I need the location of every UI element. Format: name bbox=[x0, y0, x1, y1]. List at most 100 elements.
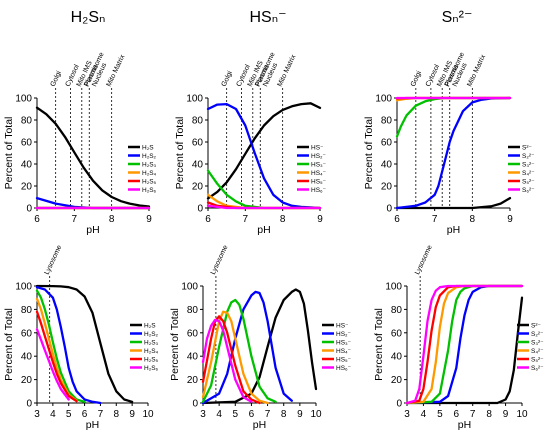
series-line bbox=[201, 298, 277, 403]
y-tick-label: 80 bbox=[21, 116, 33, 127]
y-tick-label: 20 bbox=[391, 375, 403, 386]
x-axis-label: pH bbox=[86, 224, 99, 236]
x-tick-label: 6 bbox=[82, 409, 88, 420]
annotation-label: Golgi bbox=[221, 70, 234, 88]
chart-bot-h2sn: 0 20 40 60 80 100 3 4 5 6 7 8 9 10 pH Percent of Total L… bbox=[3, 244, 159, 430]
annotation-label: Lysosome bbox=[210, 244, 230, 276]
legend-label: H₂S₂ bbox=[144, 331, 159, 338]
chart-bot-sn: 0 20 40 60 80 100 3 4 5 6 7 8 9 10 pH Percent of Total L… bbox=[373, 244, 544, 430]
series-line bbox=[201, 310, 269, 405]
legend-label: S₂²⁻ bbox=[531, 331, 543, 338]
legend-label: HS₆⁻ bbox=[336, 365, 351, 372]
legend-label: S²⁻ bbox=[531, 323, 541, 330]
legend-label: H₂S₄ bbox=[144, 348, 159, 355]
x-tick-label: 5 bbox=[437, 409, 443, 420]
legend-label: HS₃⁻ bbox=[311, 162, 326, 169]
annotation-label: Mito Matrix bbox=[106, 53, 127, 87]
x-tick-label: 6 bbox=[249, 409, 255, 420]
y-axis-label: Percent of Total bbox=[174, 117, 186, 190]
x-tick-label: 4 bbox=[50, 409, 56, 420]
legend-label: H₂S₅ bbox=[142, 179, 157, 186]
legend-label: HS₂⁻ bbox=[336, 331, 351, 338]
y-tick-label: 40 bbox=[21, 160, 33, 171]
x-tick-label: 9 bbox=[507, 214, 513, 225]
legend-label: S₃²⁻ bbox=[531, 340, 544, 347]
annotation-label: Mito Matrix bbox=[277, 53, 298, 87]
legend-label: H₂S₅ bbox=[144, 357, 159, 364]
x-tick-label: 9 bbox=[129, 409, 135, 420]
y-tick-label: 20 bbox=[21, 375, 33, 386]
x-tick-label: 10 bbox=[516, 409, 528, 420]
y-tick-label: 60 bbox=[192, 138, 204, 149]
y-tick-label: 80 bbox=[381, 116, 393, 127]
legend-label: H₂S₆ bbox=[142, 187, 157, 194]
series-line bbox=[206, 204, 322, 210]
column-title-sn: Sₙ²⁻ bbox=[442, 9, 473, 26]
x-axis-label: pH bbox=[86, 419, 99, 430]
x-tick-label: 8 bbox=[280, 214, 286, 225]
legend-label: HS⁻ bbox=[336, 323, 348, 330]
y-tick-label: 20 bbox=[381, 182, 393, 193]
y-tick-label: 80 bbox=[187, 305, 199, 316]
x-tick-label: 9 bbox=[146, 214, 152, 225]
series-line bbox=[206, 102, 322, 200]
x-tick-label: 7 bbox=[470, 409, 476, 420]
legend-label: HS₂⁻ bbox=[311, 153, 326, 160]
y-tick-label: 100 bbox=[15, 94, 32, 105]
y-axis-label: Percent of Total bbox=[363, 117, 375, 190]
y-tick-label: 80 bbox=[21, 305, 33, 316]
series-line bbox=[35, 289, 86, 403]
legend-label: S₆²⁻ bbox=[522, 187, 535, 194]
annotation-label: Golgi bbox=[50, 70, 63, 88]
chart-bot-hsn: 0 20 40 60 80 100 3 4 5 6 7 8 9 10 pH Percent of Total L… bbox=[169, 244, 351, 430]
legend-label: S₅²⁻ bbox=[531, 357, 544, 364]
x-tick-label: 3 bbox=[404, 409, 410, 420]
x-tick-label: 7 bbox=[98, 409, 104, 420]
legend-label: S₄²⁻ bbox=[531, 348, 544, 355]
legend-label: H₂S₃ bbox=[142, 162, 157, 169]
x-tick-label: 3 bbox=[34, 409, 40, 420]
legend-label: H₂S₃ bbox=[144, 340, 159, 347]
legend-label: S₂²⁻ bbox=[522, 153, 534, 160]
y-tick-label: 40 bbox=[21, 352, 33, 363]
x-tick-label: 9 bbox=[503, 409, 509, 420]
y-tick-label: 0 bbox=[192, 399, 198, 410]
x-tick-label: 8 bbox=[114, 409, 120, 420]
y-tick-label: 60 bbox=[21, 328, 33, 339]
y-tick-label: 80 bbox=[192, 116, 204, 127]
legend-label: HS₆⁻ bbox=[311, 187, 326, 194]
y-tick-label: 0 bbox=[197, 204, 203, 215]
series-line bbox=[201, 290, 293, 405]
annotation-label: Mito Matrix bbox=[466, 53, 487, 87]
x-tick-label: 8 bbox=[470, 214, 476, 225]
x-axis-label: pH bbox=[458, 419, 471, 430]
x-axis-label: pH bbox=[253, 419, 266, 430]
y-axis-label: Percent of Total bbox=[3, 308, 15, 381]
y-tick-label: 40 bbox=[391, 352, 403, 363]
series-line bbox=[35, 310, 78, 403]
legend-label: S₄²⁻ bbox=[522, 170, 535, 177]
legend-label: HS₄⁻ bbox=[336, 348, 351, 355]
annotation-label: Lysosome bbox=[414, 244, 434, 276]
column-title-h2sn: H₂Sₙ bbox=[71, 9, 106, 26]
y-tick-label: 20 bbox=[21, 182, 33, 193]
legend-label: S²⁻ bbox=[522, 145, 532, 152]
legend-label: S₅²⁻ bbox=[522, 179, 535, 186]
x-tick-label: 9 bbox=[317, 214, 323, 225]
x-axis-label: pH bbox=[447, 224, 460, 236]
column-title-hsn: HSₙ⁻ bbox=[249, 9, 286, 26]
legend-label: H₂S₂ bbox=[142, 153, 157, 160]
y-axis-label: Percent of Total bbox=[3, 117, 15, 190]
legend-label: HS₅⁻ bbox=[336, 357, 351, 364]
y-tick-label: 60 bbox=[381, 138, 393, 149]
x-tick-label: 6 bbox=[34, 214, 40, 225]
x-tick-label: 10 bbox=[142, 409, 154, 420]
y-tick-label: 20 bbox=[187, 375, 199, 386]
legend-label: HS₅⁻ bbox=[311, 179, 326, 186]
legend-label: S₆²⁻ bbox=[531, 365, 544, 372]
x-tick-label: 5 bbox=[233, 409, 239, 420]
x-tick-label: 4 bbox=[216, 409, 222, 420]
